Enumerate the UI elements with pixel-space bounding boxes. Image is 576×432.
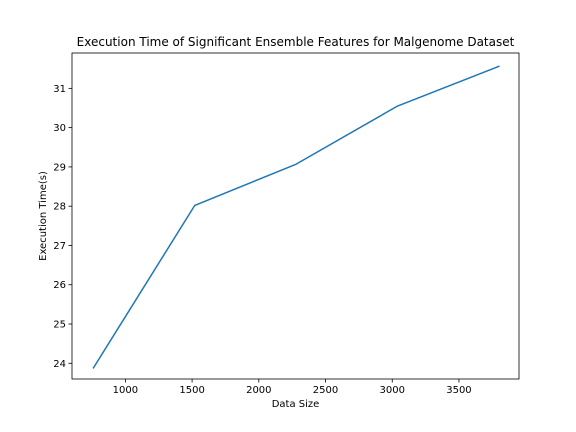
chart-title: Execution Time of Significant Ensemble F… (77, 35, 515, 49)
x-tick-label: 2500 (313, 385, 338, 396)
y-tick-label: 30 (53, 123, 66, 134)
y-tick-label: 26 (53, 280, 66, 291)
y-tick-label: 31 (53, 84, 66, 95)
x-tick-label: 2000 (246, 385, 271, 396)
x-axis-label: Data Size (272, 399, 320, 410)
y-tick-label: 29 (53, 162, 66, 173)
y-tick-label: 28 (53, 202, 66, 213)
y-tick-label: 25 (53, 320, 66, 331)
y-tick-label: 24 (53, 359, 66, 370)
y-tick-label: 27 (53, 241, 66, 252)
plot-area: 1000 1500 2000 2500 3000 3500 24 25 26 27 28 29 30 31 (53, 52, 520, 396)
x-tick-label: 3000 (380, 385, 405, 396)
x-tick-label: 3500 (446, 385, 471, 396)
x-tick-label: 1000 (113, 385, 138, 396)
series-line-0 (92, 65, 500, 369)
y-axis-label: Execution Time(s) (38, 171, 49, 261)
x-tick-label: 1500 (179, 385, 204, 396)
axes-frame (71, 52, 520, 380)
